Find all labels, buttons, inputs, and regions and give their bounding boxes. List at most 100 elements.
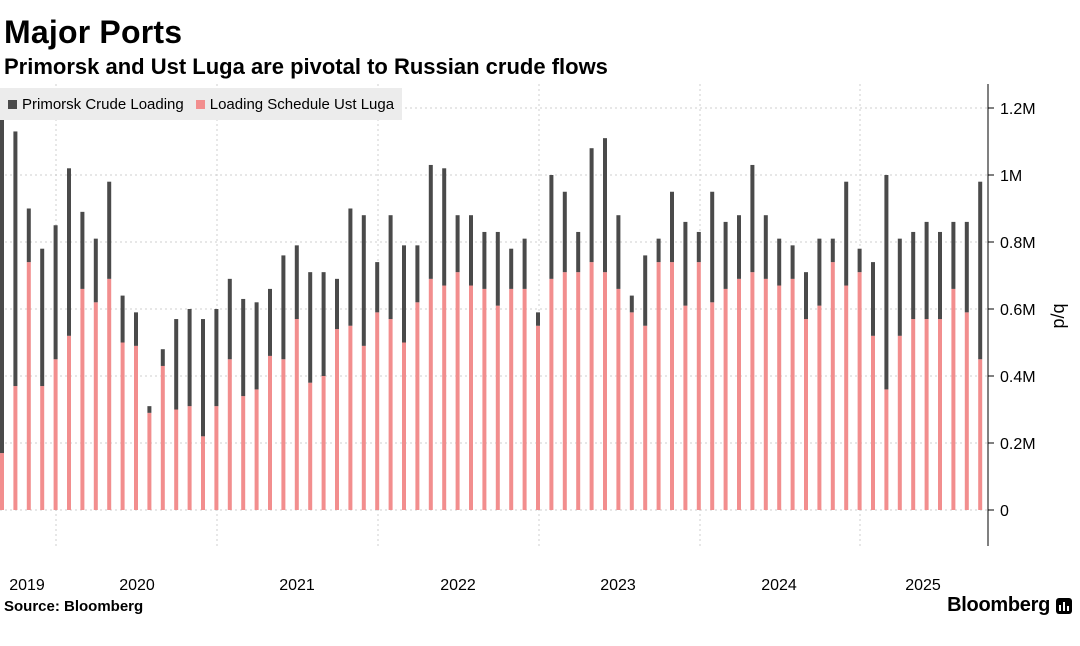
bar-ust-luga xyxy=(562,272,567,510)
bar-primorsk xyxy=(964,221,969,313)
bar-ust-luga xyxy=(576,272,581,510)
bar-primorsk xyxy=(294,245,299,320)
bar-ust-luga xyxy=(67,335,71,510)
bar-primorsk xyxy=(710,191,715,303)
bar-ust-luga xyxy=(857,272,862,510)
y-tick-label: 0 xyxy=(1000,503,1009,520)
bar-ust-luga xyxy=(254,389,259,510)
bar-primorsk xyxy=(53,225,58,360)
legend-item-primorsk: Primorsk Crude Loading xyxy=(8,96,184,113)
bar-primorsk xyxy=(536,312,540,326)
bar-ust-luga xyxy=(643,325,648,510)
bar-primorsk xyxy=(951,221,956,289)
bar-ust-luga xyxy=(629,312,634,510)
bar-primorsk xyxy=(241,298,246,397)
y-axis-label: p/q xyxy=(1048,303,1068,328)
bar-ust-luga xyxy=(361,345,366,510)
y-tick-label: 0.4M xyxy=(1000,369,1036,386)
bar-ust-luga xyxy=(763,278,768,510)
bar-primorsk xyxy=(93,238,98,303)
bar-ust-luga xyxy=(308,382,313,510)
bar-ust-luga xyxy=(897,335,902,510)
bar-ust-luga xyxy=(26,262,31,510)
bar-primorsk xyxy=(924,221,929,320)
x-tick-label: 2020 xyxy=(119,577,155,594)
bar-primorsk xyxy=(589,148,594,263)
bar-primorsk xyxy=(134,312,138,346)
bar-ust-luga xyxy=(683,305,688,510)
bar-ust-luga xyxy=(696,262,701,510)
bar-ust-luga xyxy=(710,302,715,510)
bar-ust-luga xyxy=(964,312,969,510)
legend-item-ust-luga: Loading Schedule Ust Luga xyxy=(195,95,395,113)
source-note: Source: Bloomberg xyxy=(4,598,144,615)
bar-ust-luga xyxy=(938,319,942,510)
bar-ust-luga xyxy=(402,342,406,510)
y-tick-label: 1M xyxy=(1000,168,1022,185)
bar-primorsk xyxy=(26,208,31,263)
bar-primorsk xyxy=(308,272,313,383)
bar-ust-luga xyxy=(884,389,889,510)
bar-ust-luga xyxy=(0,453,4,510)
bar-primorsk xyxy=(763,215,768,279)
x-axis: 2019 2020 2021 2022 2023 2024 2025 xyxy=(9,577,941,594)
bar-primorsk xyxy=(0,118,4,454)
bar-ust-luga xyxy=(187,406,192,510)
bar-primorsk xyxy=(254,302,259,390)
bar-primorsk xyxy=(844,181,849,286)
bar-ust-luga xyxy=(53,359,58,510)
bar-primorsk xyxy=(790,245,795,279)
bar-primorsk xyxy=(549,175,554,279)
legend-swatch-primorsk xyxy=(8,99,17,109)
bar-primorsk xyxy=(871,262,875,336)
bar-primorsk xyxy=(402,245,406,343)
bar-primorsk xyxy=(80,211,85,289)
bar-primorsk xyxy=(214,309,219,407)
legend-label-ust-luga: Loading Schedule Ust Luga xyxy=(209,95,395,113)
bar-ust-luga xyxy=(804,319,808,510)
bar-ust-luga xyxy=(495,305,500,510)
bar-primorsk xyxy=(830,238,835,263)
bar-primorsk xyxy=(629,295,634,313)
bar-primorsk xyxy=(616,215,621,289)
bar-primorsk xyxy=(562,191,567,273)
x-tick-label: 2023 xyxy=(600,577,636,594)
bar-primorsk xyxy=(737,215,741,279)
bar-ust-luga xyxy=(522,288,527,510)
chart-title: Major Ports xyxy=(4,14,183,50)
bar-ust-luga xyxy=(134,345,138,510)
bar-ust-luga xyxy=(160,365,165,510)
bar-primorsk xyxy=(509,248,514,289)
bar-ust-luga xyxy=(120,342,125,510)
bar-primorsk xyxy=(804,272,808,320)
legend: Primorsk Crude Loading Loading Schedule … xyxy=(0,88,403,120)
bar-primorsk xyxy=(160,349,165,366)
bar-primorsk xyxy=(335,278,339,330)
bar-ust-luga xyxy=(268,355,272,510)
bar-ust-luga xyxy=(737,278,741,510)
bar-ust-luga xyxy=(174,409,179,510)
bar-primorsk xyxy=(978,181,983,360)
bar-ust-luga xyxy=(147,412,152,510)
bar-ust-luga xyxy=(830,262,835,510)
bar-ust-luga xyxy=(790,278,795,510)
bar-primorsk xyxy=(897,238,902,336)
bar-ust-luga xyxy=(13,386,18,510)
chart-subtitle: Primorsk and Ust Luga are pivotal to Rus… xyxy=(4,54,608,79)
bar-primorsk xyxy=(375,262,380,313)
x-tick-label: 2019 xyxy=(9,577,45,594)
bar-ust-luga xyxy=(281,359,286,510)
bar-primorsk xyxy=(348,208,353,326)
x-tick-label: 2021 xyxy=(279,577,315,594)
bar-ust-luga xyxy=(750,272,755,510)
bar-primorsk xyxy=(817,238,822,306)
bar-primorsk xyxy=(455,215,460,273)
bar-primorsk xyxy=(522,238,527,289)
bar-primorsk xyxy=(750,164,755,273)
bar-ust-luga xyxy=(603,272,607,510)
bar-ust-luga xyxy=(817,305,822,510)
bar-ust-luga xyxy=(656,262,661,510)
bar-primorsk xyxy=(120,295,125,343)
bar-primorsk xyxy=(696,231,701,263)
